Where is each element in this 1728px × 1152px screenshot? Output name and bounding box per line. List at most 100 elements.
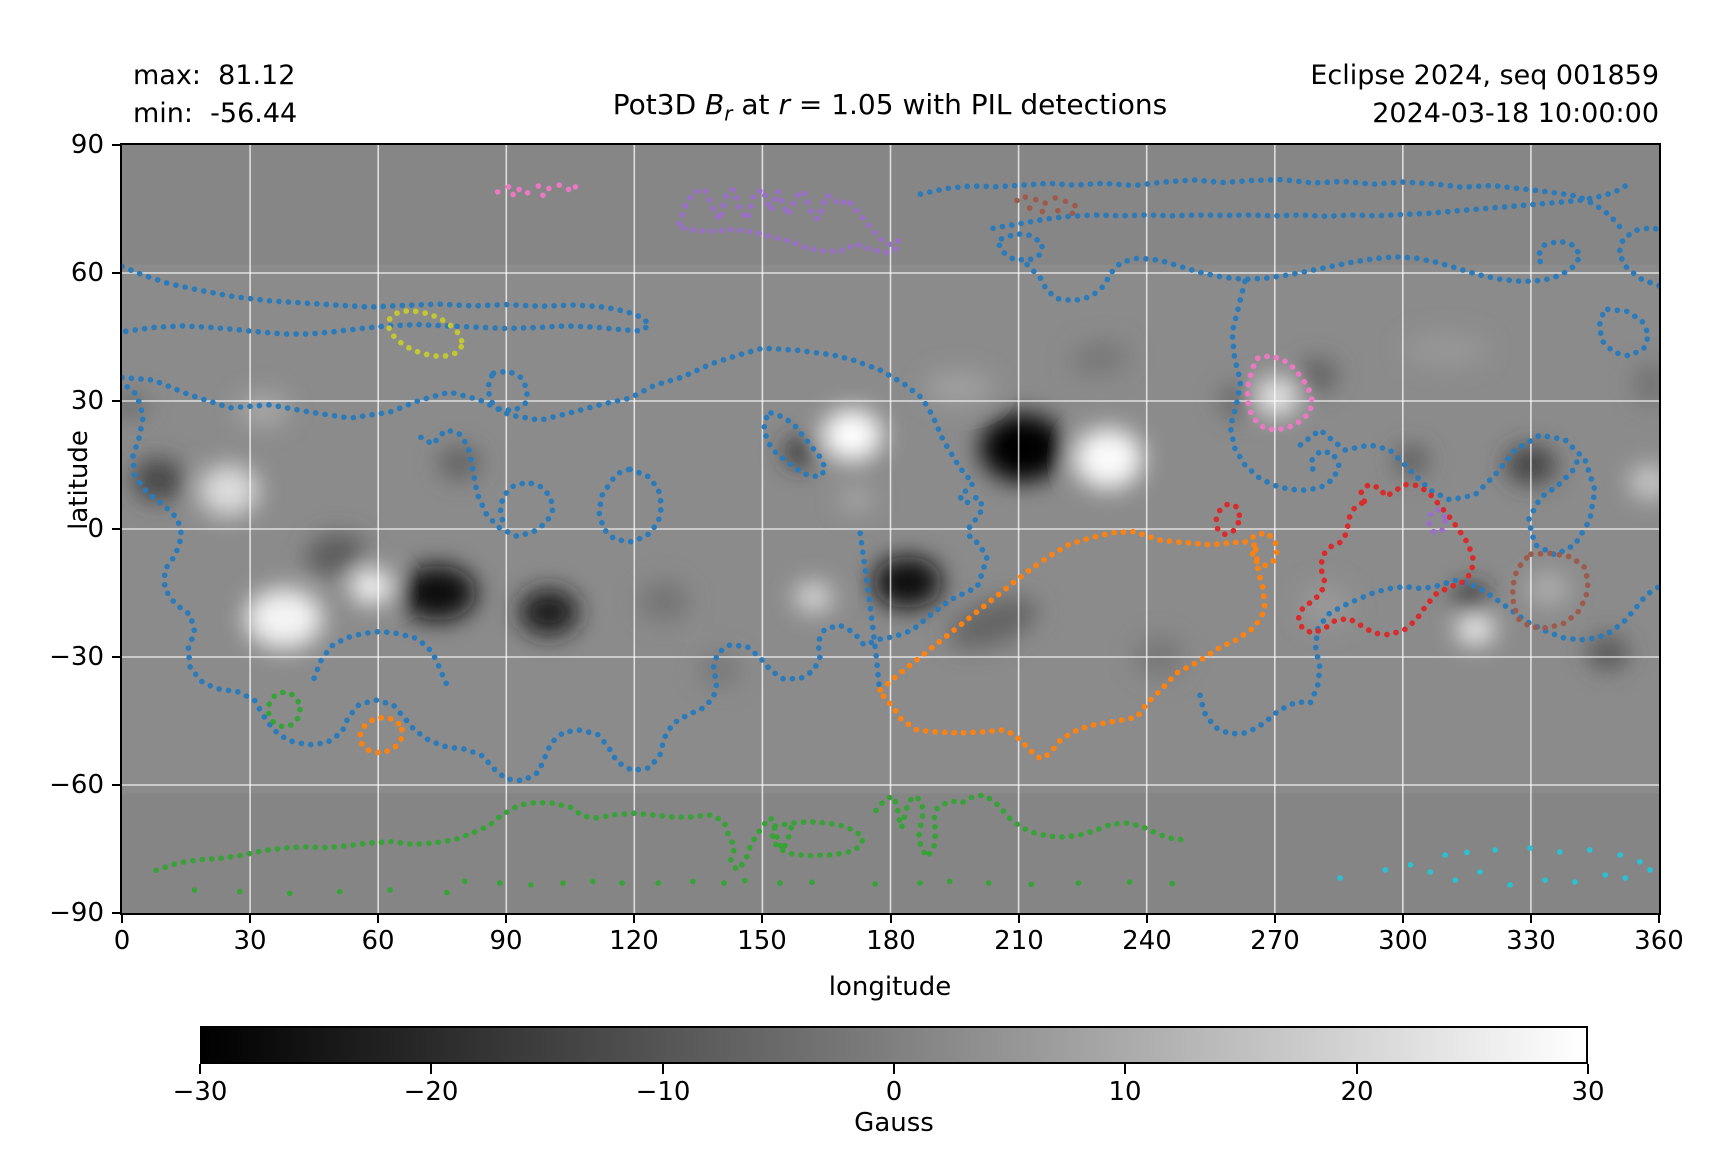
colorbar-tick-label: 20 [1340,1077,1374,1107]
colorbar-label: Gauss [854,1108,934,1138]
detection-dot [510,191,516,198]
grid-lines [122,145,1659,913]
colorbar-tick-mark [430,1064,432,1074]
detection-dot [516,186,522,193]
field-blob [399,565,477,621]
magnetogram-plot [122,145,1659,913]
detection-dot [1052,195,1059,201]
pil-contour-pink-main [1244,353,1316,433]
detection-dot [444,889,450,896]
pil-contour-blue-10 [1197,577,1659,737]
detection-dot [494,189,501,195]
x-tick-mark [249,913,251,923]
detection-dot [777,880,783,886]
detection-dot [1477,869,1483,875]
y-axis-label: latitude [64,430,94,530]
pil-contour-green-ring [265,689,303,730]
x-tick-label: 270 [1250,926,1300,956]
pil-contour-green-east [873,792,1193,860]
pil-contour-blue-2 [122,345,990,784]
x-tick-label: 120 [609,926,659,956]
detection-dot [1126,879,1133,885]
y-tick-label: 0 [87,514,104,544]
detection-dot [191,887,198,893]
detection-dot [528,882,534,888]
field-blob [1296,358,1339,393]
pil-contour-blue-8 [1227,278,1342,494]
colorbar-tick-label: −10 [635,1077,691,1107]
detection-dot [1507,882,1513,888]
pil-contour-blue-13 [917,176,1624,231]
detection-dot [565,186,572,193]
detection-dot [1042,200,1048,206]
detection-dot [540,192,546,199]
detection-dot [1169,880,1176,887]
field-blob [783,437,818,468]
colorbar-tick-label: 30 [1571,1077,1605,1107]
pil-contour-olive-ellipse [385,308,465,360]
detection-dot [590,878,596,885]
x-tick-mark [377,913,379,923]
detection-dot [742,877,748,884]
x-tick-mark [1018,913,1020,923]
field-blob [698,652,741,687]
detection-dot [1382,867,1389,873]
pil-contour-blue-15 [1024,238,1584,304]
detection-dot [387,887,393,893]
field-blob [1633,362,1659,406]
pil-contour-blue-11 [311,628,452,692]
field-blob [1402,332,1489,367]
stat-max-label: max: 81.12 [133,60,296,91]
field-blob [1255,377,1299,416]
colorbar-tick-mark [662,1064,664,1074]
pil-contour-orange-main [877,528,1281,762]
field-blob [1074,428,1143,489]
pink-polar-dots [494,182,579,199]
field-blob [198,465,259,517]
detection-dot [1427,869,1433,875]
x-tick-mark [1146,913,1148,923]
field-blob [132,458,184,502]
y-tick-label: 60 [70,258,104,288]
detection-dot [237,888,243,895]
field-blob [873,556,942,608]
detection-dot [1637,859,1643,865]
sequence-label: Eclipse 2024, seq 001859 [1310,60,1659,91]
detection-dot [655,880,661,886]
detection-dot [947,878,953,885]
x-tick-label: 210 [994,926,1044,956]
x-tick-label: 30 [233,926,267,956]
pil-contour-green-oval [769,818,866,859]
x-tick-mark [505,913,507,923]
field-blob [1456,614,1495,645]
field-blob [245,588,323,649]
field-blob [1629,465,1659,500]
colorbar-tick-mark [1356,1064,1358,1074]
detection-dot [1075,880,1082,886]
detection-dot [505,184,512,190]
x-tick-label: 0 [113,926,131,956]
x-tick-label: 150 [737,926,787,956]
detection-dot [1039,208,1046,215]
detection-dot [809,879,815,886]
field-blob [438,445,481,480]
detection-dot [1022,194,1029,200]
field-blob [1070,340,1130,376]
pil-contour-purple-ring [1426,506,1448,536]
field-blob [839,486,874,512]
brown-polar-dots [1014,194,1078,217]
x-tick-mark [121,913,123,923]
detection-dot [556,182,562,188]
detection-dot [497,880,503,886]
x-axis-label: longitude [828,972,952,1002]
detection-dot [1622,875,1629,881]
detection-dot [721,880,727,886]
y-tick-label: −90 [49,898,104,928]
field-blob [794,582,833,613]
timestamp-label: 2024-03-18 10:00:00 [1372,98,1659,129]
field-blob [1454,584,1489,615]
detection-dot [1442,852,1448,858]
pil-contour-red-ring [1213,501,1243,538]
detection-dot [1557,849,1563,855]
field-blob [1586,635,1630,670]
